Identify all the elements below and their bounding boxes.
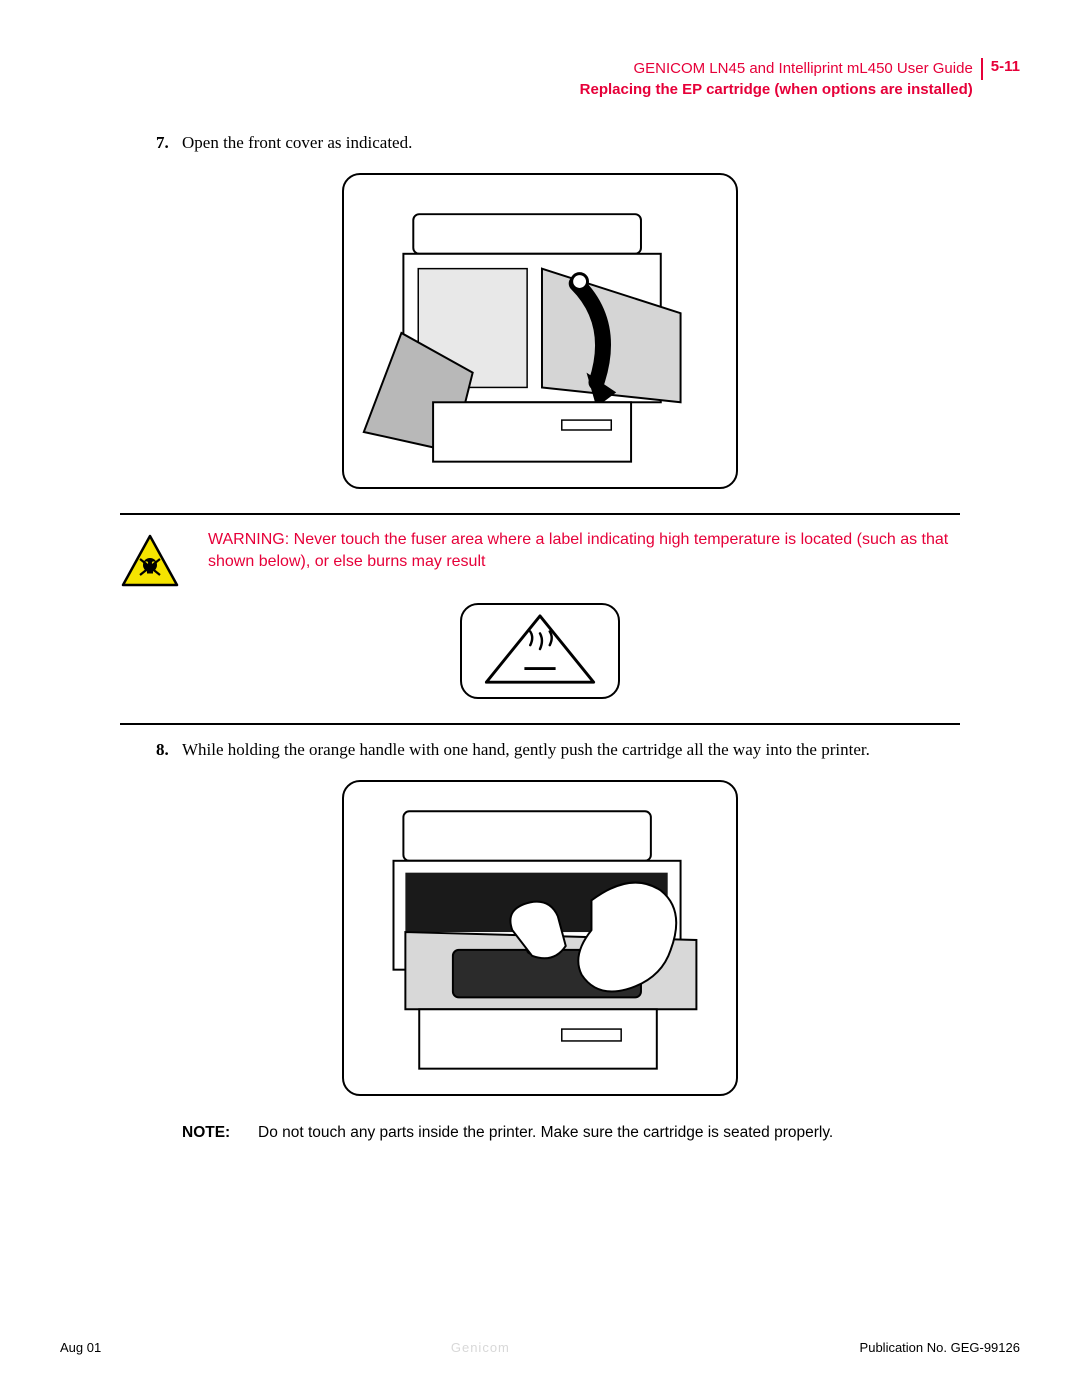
note-label: NOTE: — [182, 1122, 258, 1144]
page-header: GENICOM LN45 and Intelliprint mL450 User… — [60, 58, 1020, 100]
footer-date: Aug 01 — [60, 1340, 101, 1355]
doc-section: Replacing the EP cartridge (when options… — [580, 79, 973, 100]
divider-top — [120, 513, 960, 515]
page-number: 5-11 — [981, 58, 1020, 80]
note-text: Do not touch any parts inside the printe… — [258, 1122, 833, 1144]
header-text-block: GENICOM LN45 and Intelliprint mL450 User… — [580, 58, 973, 100]
divider-bottom — [120, 723, 960, 725]
doc-title: GENICOM LN45 and Intelliprint mL450 User… — [580, 58, 973, 79]
printer-open-cover-illustration — [344, 173, 736, 489]
footer-brand: Genicom — [451, 1340, 510, 1355]
step-8: 8. While holding the orange handle with … — [156, 739, 960, 762]
step-number: 8. — [156, 739, 182, 762]
insert-cartridge-illustration — [344, 780, 736, 1096]
step-7: 7. Open the front cover as indicated. — [156, 132, 960, 155]
figure-open-front-cover — [342, 173, 738, 489]
note-block: NOTE: Do not touch any parts inside the … — [182, 1122, 960, 1144]
footer-publication: Publication No. GEG-99126 — [860, 1340, 1020, 1355]
page-content: 7. Open the front cover as indicated. — [60, 132, 1020, 1144]
step-number: 7. — [156, 132, 182, 155]
warning-block: WARNING: Never touch the fuser area wher… — [120, 529, 960, 593]
warning-label: WARNING: — [208, 531, 289, 548]
step-text: While holding the orange handle with one… — [182, 739, 960, 762]
figure-insert-cartridge — [342, 780, 738, 1096]
hot-surface-icon — [462, 603, 618, 699]
step-text: Open the front cover as indicated. — [182, 132, 960, 155]
page-footer: Aug 01 Genicom Publication No. GEG-99126 — [60, 1340, 1020, 1355]
warning-text-wrap: WARNING: Never touch the fuser area wher… — [208, 529, 960, 574]
warning-text: Never touch the fuser area where a label… — [208, 531, 948, 570]
skull-warning-icon — [120, 533, 180, 593]
figure-hot-surface-symbol — [460, 603, 620, 699]
